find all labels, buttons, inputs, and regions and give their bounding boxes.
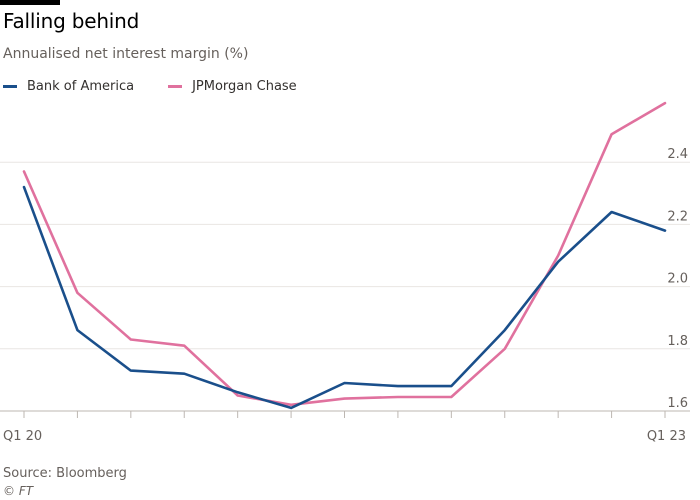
series-line-jpmorgan-chase (22, 101, 667, 407)
legend-label-jpmorgan-chase: JPMorgan Chase (192, 79, 297, 94)
source-note: Source: Bloomberg (3, 466, 127, 481)
legend-item-jpmorgan-chase: JPMorgan Chase (168, 79, 297, 94)
legend-swatch-bank-of-america (3, 85, 17, 88)
legend-item-bank-of-america: Bank of America (3, 79, 134, 94)
y-tick-label: 2.0 (667, 272, 688, 287)
chart-subtitle: Annualised net interest margin (%) (3, 46, 249, 62)
y-tick-label: 1.6 (667, 396, 688, 411)
ft-brand-bar (0, 0, 60, 5)
y-tick-label: 2.2 (667, 209, 688, 224)
y-tick-label: 1.8 (667, 334, 688, 349)
x-tick-label-first: Q1 20 (3, 429, 42, 444)
legend-label-bank-of-america: Bank of America (27, 79, 135, 94)
y-tick-label: 2.4 (667, 147, 688, 162)
legend-swatch-jpmorgan-chase (168, 85, 183, 88)
copyright-note: © FT (3, 484, 34, 498)
chart-legend: Bank of America JPMorgan Chase (3, 79, 331, 94)
series-line-bank-of-america (22, 185, 667, 410)
chart-title: Falling behind (3, 9, 140, 33)
x-tick-label-last: Q1 23 (647, 429, 686, 444)
